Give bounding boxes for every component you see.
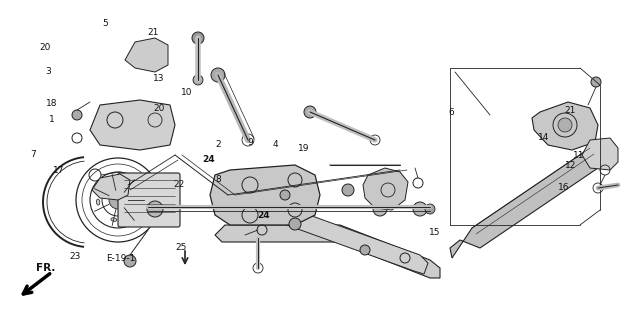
Polygon shape: [125, 38, 168, 72]
Text: 18: 18: [46, 99, 57, 108]
Circle shape: [413, 202, 427, 216]
Circle shape: [147, 201, 163, 217]
Circle shape: [193, 75, 203, 85]
Circle shape: [360, 245, 370, 255]
Text: 21: 21: [565, 106, 576, 115]
Text: FR.: FR.: [36, 263, 56, 273]
Text: 1: 1: [48, 115, 55, 124]
Text: 11: 11: [573, 151, 585, 160]
Circle shape: [192, 32, 204, 44]
Text: 8: 8: [215, 175, 222, 184]
Circle shape: [211, 68, 225, 82]
Polygon shape: [272, 208, 428, 274]
FancyBboxPatch shape: [118, 173, 180, 227]
Text: E-19-1: E-19-1: [107, 254, 136, 263]
Circle shape: [72, 110, 82, 120]
Text: 24: 24: [257, 211, 270, 220]
Text: 14: 14: [538, 133, 549, 142]
Polygon shape: [92, 174, 130, 200]
Circle shape: [124, 255, 136, 267]
Text: 22: 22: [173, 180, 185, 189]
Text: 3: 3: [45, 67, 51, 76]
Polygon shape: [215, 225, 440, 278]
Polygon shape: [90, 100, 175, 150]
Polygon shape: [450, 140, 610, 258]
Text: 2: 2: [216, 140, 221, 149]
Text: 24: 24: [202, 155, 215, 164]
Text: 17: 17: [53, 166, 64, 175]
Text: 7: 7: [30, 150, 36, 159]
Circle shape: [591, 77, 601, 87]
Ellipse shape: [107, 180, 112, 184]
Ellipse shape: [96, 199, 100, 205]
Ellipse shape: [111, 218, 117, 221]
Text: 6: 6: [448, 108, 454, 117]
Text: 15: 15: [429, 228, 440, 237]
Ellipse shape: [131, 184, 135, 189]
Polygon shape: [582, 138, 618, 170]
Circle shape: [289, 218, 301, 230]
Polygon shape: [210, 165, 320, 225]
Circle shape: [342, 184, 354, 196]
Text: 4: 4: [273, 140, 278, 149]
Polygon shape: [532, 102, 598, 150]
Text: 25: 25: [175, 243, 187, 252]
Circle shape: [558, 118, 572, 132]
Circle shape: [425, 204, 435, 214]
Text: 13: 13: [153, 74, 164, 83]
Ellipse shape: [133, 207, 138, 213]
Text: 16: 16: [558, 183, 570, 192]
Text: 5: 5: [102, 19, 108, 28]
Circle shape: [109, 191, 127, 209]
Text: 23: 23: [70, 252, 81, 261]
Text: 19: 19: [298, 144, 310, 153]
Polygon shape: [363, 168, 408, 210]
Circle shape: [373, 202, 387, 216]
Text: 10: 10: [181, 88, 193, 97]
Circle shape: [280, 190, 290, 200]
Circle shape: [304, 106, 316, 118]
Text: 9: 9: [247, 138, 253, 147]
Text: 20: 20: [153, 104, 165, 113]
Text: 21: 21: [147, 28, 158, 37]
Text: 20: 20: [40, 43, 51, 52]
Text: 12: 12: [565, 161, 576, 170]
